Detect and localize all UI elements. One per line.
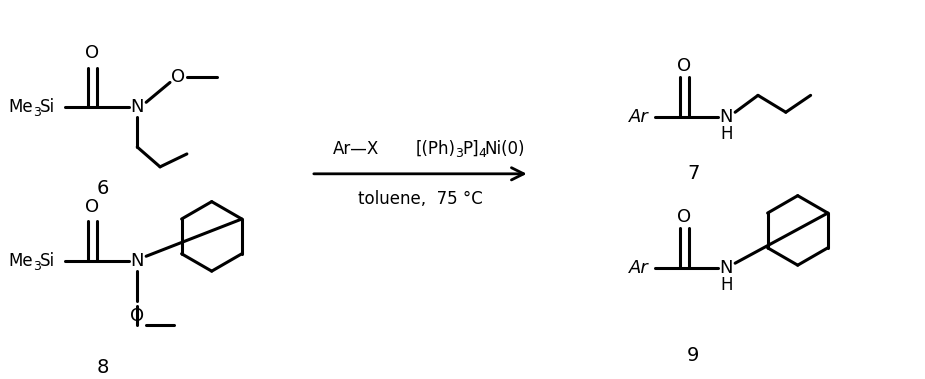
Text: Me: Me (8, 252, 32, 270)
Text: H: H (720, 125, 733, 143)
Text: O: O (130, 307, 144, 325)
Text: 3: 3 (455, 147, 462, 160)
Text: H: H (720, 276, 733, 294)
Text: N: N (720, 108, 733, 126)
Text: Ar: Ar (629, 108, 648, 126)
Text: Ar: Ar (629, 259, 648, 277)
Text: 3: 3 (33, 260, 41, 273)
Text: P]: P] (462, 140, 478, 158)
Text: N: N (130, 252, 144, 270)
Text: O: O (171, 69, 185, 86)
Text: [(Ph): [(Ph) (415, 140, 455, 158)
Text: O: O (85, 44, 100, 62)
Text: N: N (130, 98, 144, 116)
Text: N: N (720, 259, 733, 277)
Text: 7: 7 (687, 164, 699, 183)
Text: 6: 6 (96, 179, 108, 198)
Text: O: O (677, 208, 692, 226)
Text: 8: 8 (96, 358, 108, 377)
Text: Me: Me (8, 98, 32, 116)
Text: Ar—X: Ar—X (333, 140, 379, 158)
Text: toluene,  75 °C: toluene, 75 °C (358, 190, 483, 208)
Text: 9: 9 (687, 346, 699, 365)
Text: Si: Si (40, 98, 55, 116)
Text: Ni(0): Ni(0) (485, 140, 525, 158)
Text: Si: Si (40, 252, 55, 270)
Text: 4: 4 (478, 147, 486, 160)
Text: 3: 3 (33, 106, 41, 119)
Text: O: O (677, 56, 692, 75)
Text: O: O (85, 197, 100, 216)
